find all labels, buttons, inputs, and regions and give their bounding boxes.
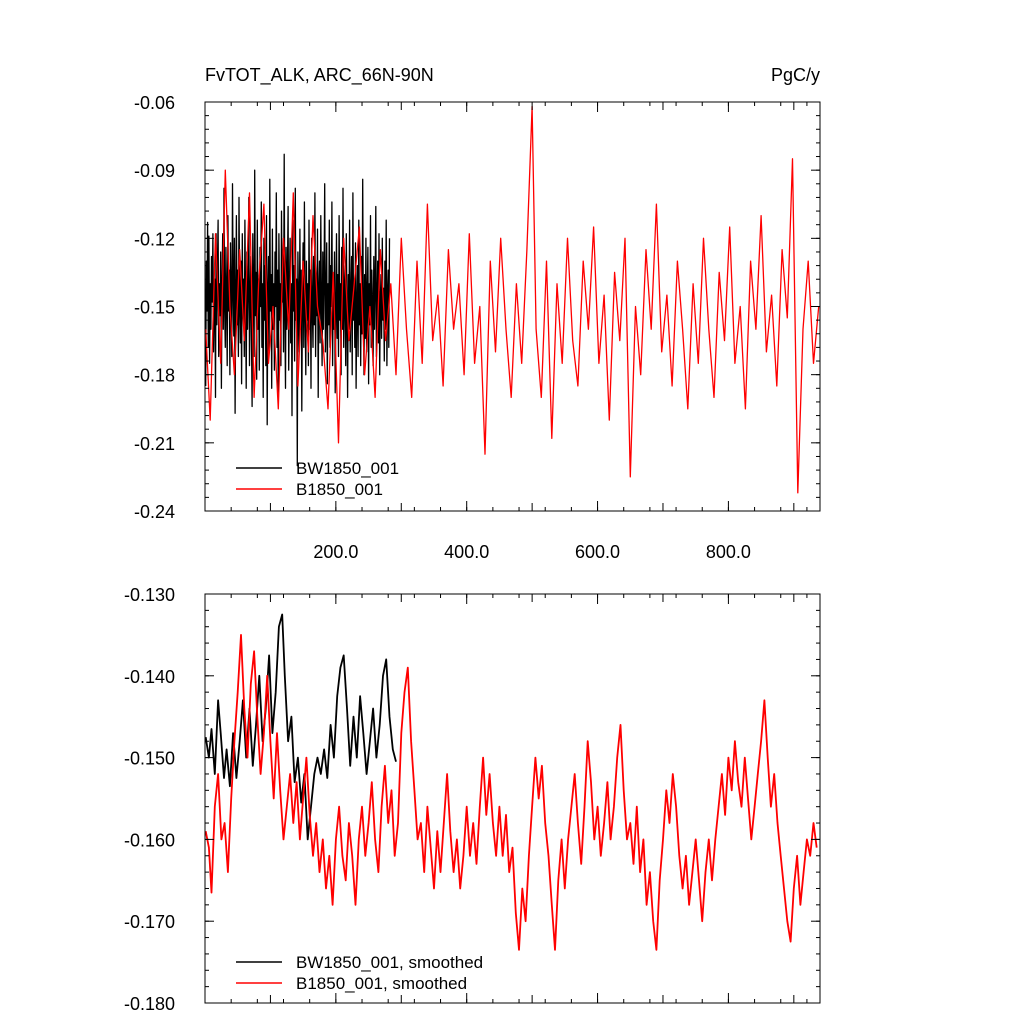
y-tick-label: -0.140 [124,667,175,687]
series-line-1 [204,613,397,841]
legend-label-2: B1850_001 [296,480,383,499]
legend-label-1: BW1850_001, smoothed [296,953,483,972]
series-line-2 [204,634,818,951]
y-tick-label: -0.09 [134,161,175,181]
y-tick-label: -0.150 [124,749,175,769]
top-panel: -0.24 -0.21 -0.18 -0.15 -0.12 -0.09 -0.06 200.0… [134,93,821,562]
y-tick-label: -0.21 [134,434,175,454]
y-tick-label: -0.24 [134,502,175,522]
y-tick-label: -0.12 [134,229,175,249]
bottom-panel: -0.180 -0.170 -0.160 -0.150 -0.140 -0.130 BW18… [124,585,821,1014]
legend-label-2: B1850_001, smoothed [296,974,467,993]
plot-frame [204,593,821,1004]
units-label: PgC/y [771,65,820,85]
x-tick-label: 800.0 [706,542,751,562]
chart-title: FvTOT_ALK, ARC_66N-90N [205,65,434,86]
y-tick-label: -0.18 [134,366,175,386]
y-tick-label: -0.130 [124,585,175,605]
y-tick-label: -0.180 [124,994,175,1014]
legend-label-1: BW1850_001 [296,459,399,478]
y-tick-label: -0.15 [134,298,175,318]
x-tick-label: 600.0 [575,542,620,562]
y-tick-label: -0.06 [134,93,175,113]
y-tick-label: -0.170 [124,912,175,932]
x-tick-label: 400.0 [444,542,489,562]
x-tick-label: 200.0 [313,542,358,562]
y-tick-label: -0.160 [124,830,175,850]
series-line-2 [205,105,820,494]
